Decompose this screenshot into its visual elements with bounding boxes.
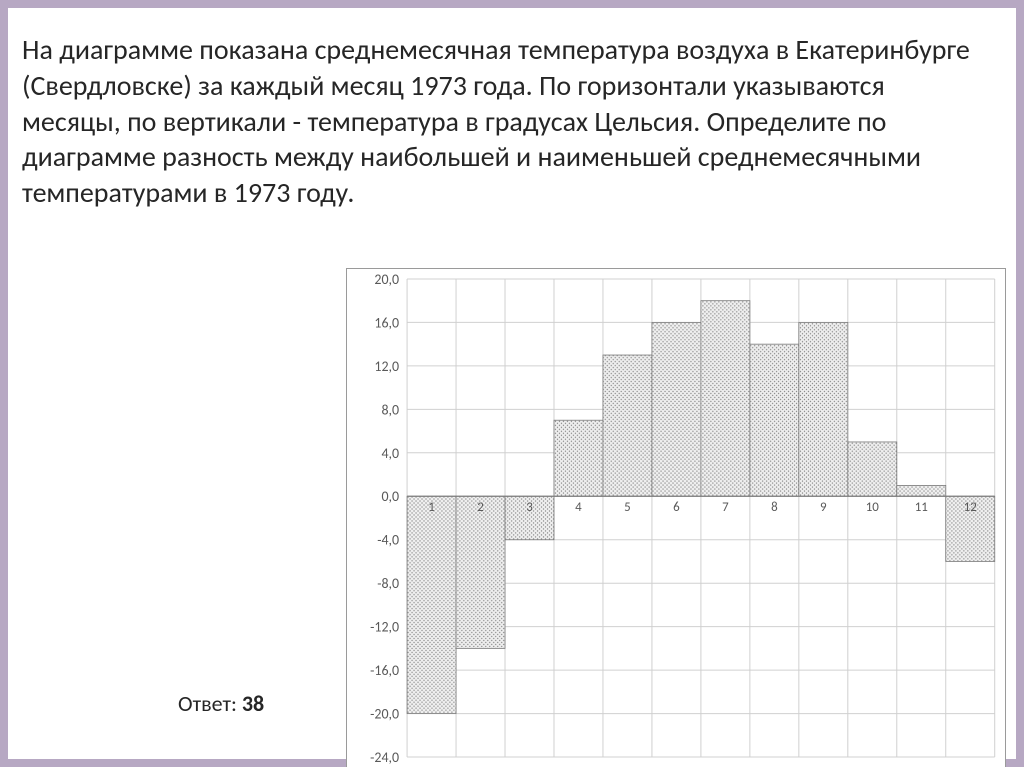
- chart-bar: [456, 496, 505, 648]
- month-label: 10: [866, 500, 880, 515]
- chart-bar: [848, 442, 897, 496]
- y-tick-label: 0,0: [382, 488, 400, 505]
- month-label: 6: [673, 500, 680, 515]
- chart-svg: -24,0 -20,0 -16,0 -12,0 -8,0 -4,0 0,0 4,0 8,0 12,…: [347, 269, 1005, 767]
- month-label: 2: [477, 500, 484, 515]
- y-tick-label: 20,0: [374, 271, 399, 288]
- problem-text: На диаграмме показана среднемесячная тем…: [22, 32, 982, 211]
- chart-bar: [407, 496, 456, 713]
- temperature-chart: -24,0 -20,0 -16,0 -12,0 -8,0 -4,0 0,0 4,0 8,0 12,…: [346, 268, 1006, 767]
- month-label: 11: [915, 500, 928, 515]
- chart-bar: [603, 355, 652, 496]
- chart-bar: [652, 322, 701, 496]
- y-tick-label: 16,0: [374, 314, 399, 331]
- month-label: 1: [428, 500, 435, 515]
- y-tick-label: 8,0: [382, 401, 400, 418]
- answer-label: Ответ:: [178, 690, 242, 717]
- chart-y-labels: -24,0 -20,0 -16,0 -12,0 -8,0 -4,0 0,0 4,0 8,0 12,…: [370, 271, 399, 766]
- chart-bar: [701, 301, 750, 497]
- content-card: На диаграмме показана среднемесячная тем…: [8, 8, 1016, 759]
- y-tick-label: -20,0: [370, 706, 399, 723]
- month-label: 12: [964, 500, 977, 515]
- month-label: 5: [624, 500, 631, 515]
- y-tick-label: -24,0: [370, 749, 399, 766]
- month-label: 9: [820, 500, 827, 515]
- y-tick-label: -8,0: [377, 575, 399, 592]
- answer-block: Ответ: 38: [178, 690, 264, 717]
- chart-bar: [554, 420, 603, 496]
- chart-bar: [897, 485, 946, 496]
- month-label: 3: [526, 500, 533, 515]
- y-tick-label: 4,0: [382, 445, 400, 462]
- answer-value: 38: [242, 690, 264, 717]
- month-label: 8: [771, 500, 778, 515]
- chart-bar: [750, 344, 799, 496]
- y-tick-label: -16,0: [370, 662, 399, 679]
- month-label: 4: [575, 500, 582, 515]
- month-label: 7: [722, 500, 729, 515]
- y-tick-label: -4,0: [377, 532, 399, 549]
- y-tick-label: 12,0: [374, 358, 399, 375]
- slide: На диаграмме показана среднемесячная тем…: [0, 0, 1024, 767]
- chart-bar: [799, 322, 848, 496]
- y-tick-label: -12,0: [370, 619, 399, 636]
